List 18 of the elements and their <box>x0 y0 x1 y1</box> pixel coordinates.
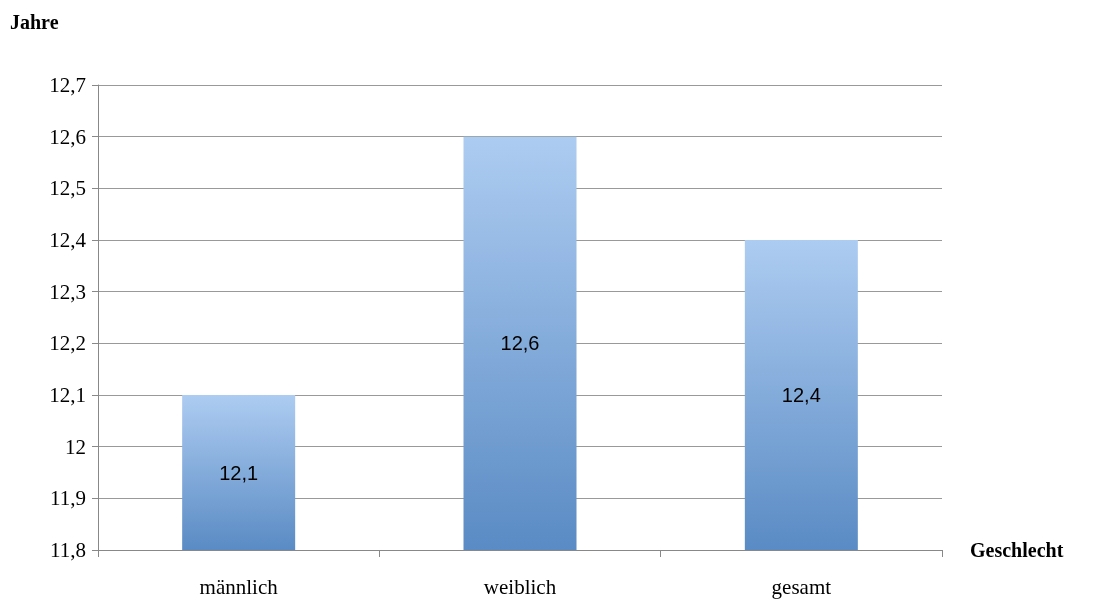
x-tick-label: gesamt <box>771 574 832 599</box>
y-tick-label: 12,4 <box>49 228 87 252</box>
x-tick-label: weiblich <box>483 574 557 599</box>
y-axis-title: Jahre <box>10 11 59 33</box>
y-tick-label: 12,3 <box>49 279 86 304</box>
y-tick-label: 12,7 <box>49 73 86 97</box>
data-label: 12,6 <box>500 332 540 355</box>
data-label: 12,4 <box>781 384 821 406</box>
y-tick-label: 12 <box>65 434 86 459</box>
x-axis-title: Geschlecht <box>970 539 1064 561</box>
x-tick-label: männlich <box>199 574 279 599</box>
y-tick-label: 12,6 <box>49 124 86 149</box>
y-tick-label: 12,5 <box>49 176 86 201</box>
data-label: 12,1 <box>219 461 259 484</box>
y-tick-label: 12,1 <box>49 383 86 407</box>
y-tick-label: 11,8 <box>50 538 86 562</box>
y-tick-label: 11,9 <box>50 486 86 511</box>
y-tick-label: 12,2 <box>49 331 86 356</box>
